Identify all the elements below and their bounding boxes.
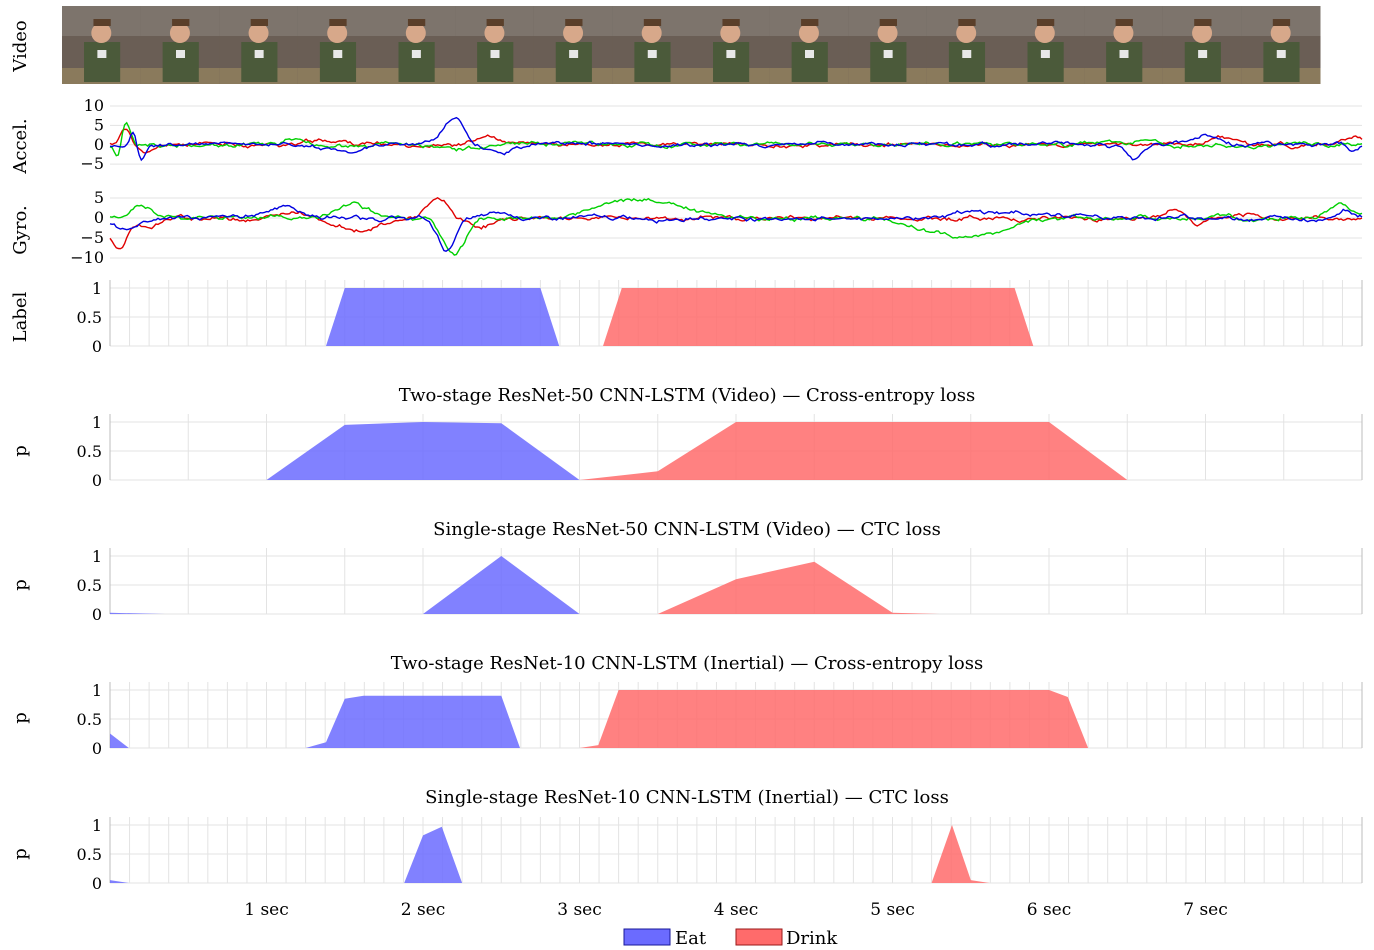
panel-title-two-stage-video: Two-stage ResNet-50 CNN-LSTM (Video) — C…: [399, 385, 975, 406]
accel-ytick-label: −5: [80, 154, 104, 173]
ytick-label: 1: [92, 681, 102, 700]
ytick-label: 1: [92, 547, 102, 566]
gyro-ytick-label: −10: [70, 248, 104, 267]
ytick-label: 1: [92, 413, 102, 432]
xtick-label: 1 sec: [244, 900, 289, 920]
area-drink: [603, 288, 1034, 346]
accel-ytick-label: 0: [94, 135, 104, 154]
p-row-label-4: p: [10, 848, 31, 860]
video-row-label: Video: [10, 20, 31, 72]
video-frame: [455, 6, 535, 84]
panel-label: 10.50: [77, 279, 1363, 356]
panel-two-stage-inertial-ce: 10.50: [77, 681, 1363, 758]
xtick-label: 2 sec: [401, 900, 446, 920]
video-frame: [1005, 6, 1085, 84]
video-frame: [219, 6, 299, 84]
ytick-label: 0.5: [77, 576, 102, 595]
video-frame: [848, 6, 928, 84]
area-eat: [110, 556, 580, 614]
gyro-trace-z: [109, 204, 1363, 252]
panel-title-single-stage-inertial: Single-stage ResNet-10 CNN-LSTM (Inertia…: [425, 787, 949, 808]
panel-title-single-stage-video: Single-stage ResNet-50 CNN-LSTM (Video) …: [433, 519, 941, 540]
xtick-label: 7 sec: [1183, 900, 1228, 920]
area-eat: [110, 695, 520, 748]
area-drink: [931, 825, 990, 883]
xtick-label: 6 sec: [1027, 900, 1072, 920]
area-eat: [266, 422, 580, 480]
xtick-label: 5 sec: [870, 900, 915, 920]
video-frame: [926, 6, 1006, 84]
video-frame: [1084, 6, 1164, 84]
ytick-label: 0: [92, 605, 102, 624]
legend: Eat Drink: [623, 928, 838, 949]
ytick-label: 0: [92, 337, 102, 356]
legend-drink-label: Drink: [786, 928, 838, 949]
ytick-label: 0: [92, 739, 102, 758]
panel-single-stage-video-ctc: 10.50: [77, 547, 1363, 624]
video-frame-strip: [62, 6, 1321, 84]
area-drink: [657, 561, 940, 614]
gyro-trace-x: [109, 196, 1363, 250]
video-frame: [1241, 6, 1321, 84]
legend-drink-swatch: [735, 928, 783, 946]
accel-ytick-label: 5: [94, 115, 104, 134]
legend-eat-swatch: [623, 928, 671, 946]
ytick-label: 0.5: [77, 710, 102, 729]
area-eat: [326, 288, 560, 346]
video-frame: [140, 6, 220, 84]
p-row-label-2: p: [10, 579, 31, 591]
gyro-row-label: Gyro.: [10, 205, 31, 254]
video-frame: [62, 6, 142, 84]
gyro-ytick-label: −5: [80, 228, 104, 247]
gyro-panel: 50−5−10: [70, 188, 1363, 267]
video-frame: [376, 6, 456, 84]
video-frame: [533, 6, 613, 84]
p-row-label-1: p: [10, 445, 31, 457]
gyro-ytick-label: 0: [94, 208, 104, 227]
ytick-label: 0.5: [77, 442, 102, 461]
ytick-label: 1: [92, 279, 102, 298]
ytick-label: 0: [92, 874, 102, 893]
area-drink: [579, 422, 1128, 480]
video-frame: [769, 6, 849, 84]
video-frame: [612, 6, 692, 84]
accel-row-label: Accel.: [10, 118, 31, 174]
legend-eat-label: Eat: [675, 928, 707, 949]
accel-ytick-label: 10: [84, 96, 104, 115]
ytick-label: 0: [92, 471, 102, 490]
gyro-trace-y: [109, 197, 1363, 256]
p-row-label-3: p: [10, 712, 31, 724]
xtick-label: 3 sec: [557, 900, 602, 920]
ytick-label: 0.5: [77, 845, 102, 864]
xtick-label: 4 sec: [714, 900, 759, 920]
video-frame: [1162, 6, 1242, 84]
panel-title-two-stage-inertial: Two-stage ResNet-10 CNN-LSTM (Inertial) …: [391, 653, 983, 674]
area-drink: [579, 690, 1089, 748]
label-row-label: Label: [10, 291, 31, 342]
accel-trace-z: [109, 116, 1363, 162]
gyro-ytick-label: 5: [94, 188, 104, 207]
area-eat: [110, 826, 463, 883]
video-frame: [297, 6, 377, 84]
ytick-label: 1: [92, 816, 102, 835]
panel-two-stage-video-ce: 10.50: [77, 413, 1363, 490]
video-frame: [691, 6, 771, 84]
accel-trace-y: [109, 121, 1363, 157]
x-axis-tick-labels: 1 sec 2 sec 3 sec 4 sec 5 sec 6 sec 7 sec: [244, 900, 1228, 920]
ytick-label: 0.5: [77, 308, 102, 327]
panel-single-stage-inertial-ctc: 10.50: [77, 816, 1363, 893]
